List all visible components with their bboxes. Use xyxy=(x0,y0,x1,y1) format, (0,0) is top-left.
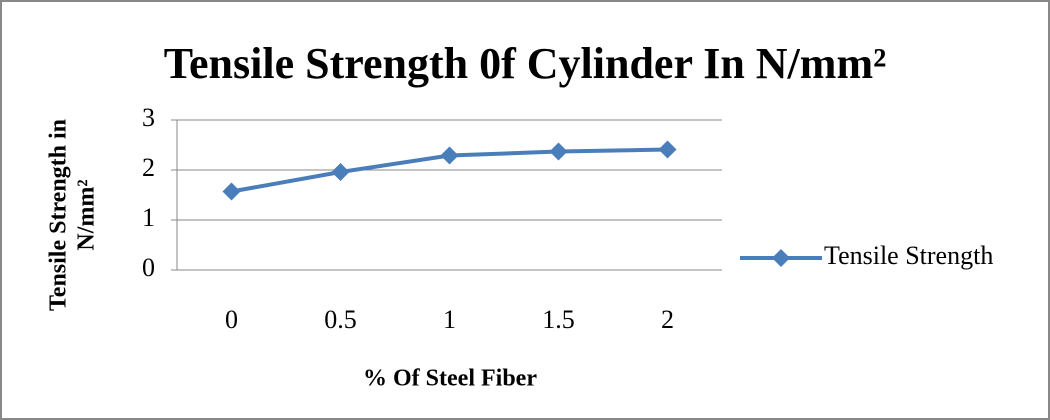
data-point xyxy=(440,146,459,165)
x-tick-label: 0.5 xyxy=(324,305,357,334)
data-point xyxy=(331,163,350,181)
y-tick-label: 0 xyxy=(142,253,155,282)
x-axis-title: % Of Steel Fiber xyxy=(363,366,537,392)
x-tick-label: 0 xyxy=(225,305,238,334)
y-tick-label: 2 xyxy=(142,153,155,182)
data-point xyxy=(658,140,677,159)
y-tick-label: 3 xyxy=(142,103,155,132)
y-axis-title: Tensile Strength in xyxy=(46,119,72,311)
y-tick-label: 1 xyxy=(142,203,155,232)
x-tick-label: 2 xyxy=(661,305,674,334)
data-point xyxy=(549,142,568,161)
data-point xyxy=(222,182,241,201)
legend-label: Tensile Strength xyxy=(824,241,993,270)
x-tick-label: 1.5 xyxy=(542,305,575,334)
y-axis-title: N/mm² xyxy=(74,179,100,250)
chart-title: Tensile Strength 0f Cylinder In N/mm² xyxy=(164,39,887,88)
x-tick-label: 1 xyxy=(443,305,456,334)
legend-marker xyxy=(772,249,790,267)
